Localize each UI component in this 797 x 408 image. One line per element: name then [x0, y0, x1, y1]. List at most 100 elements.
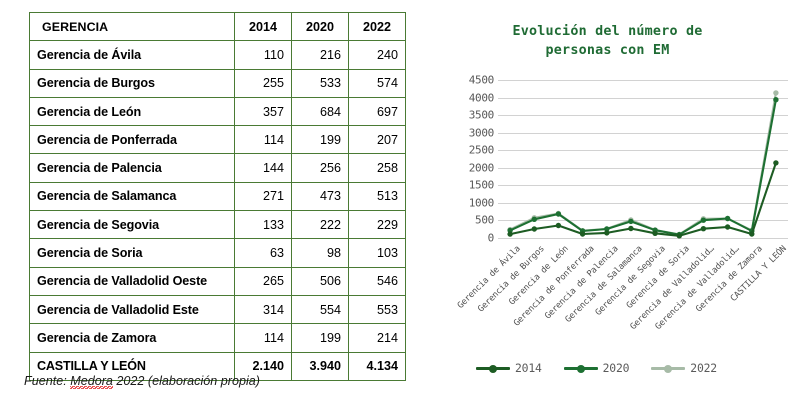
grid-line: [498, 238, 788, 239]
y-tick-label: 2000: [468, 161, 495, 175]
total-2020: 3.940: [291, 351, 349, 381]
y-tick-label: 0: [487, 231, 495, 245]
cell-2022: 546: [348, 266, 406, 296]
data-point-2020: [531, 216, 537, 222]
source-prefix: Fuente:: [24, 374, 71, 388]
cell-2014: 114: [234, 125, 292, 155]
table-row: Gerencia de Ponferrada 114 199 207: [29, 125, 406, 155]
data-point-2020: [555, 211, 562, 217]
cell-2014: 144: [234, 153, 292, 183]
cell-2020: 684: [291, 96, 349, 127]
column-header-2014: 2014: [234, 11, 292, 42]
chart-title: Evolución del número de personas con EM: [418, 22, 797, 60]
cell-2020: 554: [291, 294, 349, 325]
plot-area: [498, 80, 788, 239]
x-axis-tick-labels: Gerencia de Ávila Gerencia de Burgos Geren…: [456, 240, 797, 350]
table-total-row: CASTILLA Y LEÓN 2.140 3.940 4.134: [29, 351, 406, 381]
cell-2022: 207: [348, 125, 406, 155]
cell-2020: 533: [291, 68, 349, 98]
gerencia-table-container: GERENCIA 2014 2020 2022 Gerencia de Ávil…: [29, 11, 406, 381]
cell-2014: 265: [234, 266, 292, 296]
y-tick-label: 4500: [468, 73, 495, 87]
cell-2020: 98: [291, 238, 349, 268]
table-row: Gerencia de Valladolid Este 314 554 553: [29, 294, 406, 325]
legend-label: 2022: [690, 361, 717, 375]
legend-item-2014[interactable]: 2014: [476, 361, 542, 375]
row-label: Gerencia de Segovia: [29, 210, 235, 240]
y-axis-tick-labels: 4500 4000 3500 3000 2500 2000 1500 1000 500 0: [418, 74, 495, 245]
cell-2014: 110: [234, 40, 292, 70]
chart-title-line-1: Evolución del número de: [512, 24, 703, 39]
gerencia-table: GERENCIA 2014 2020 2022 Gerencia de Ávil…: [29, 11, 406, 381]
cell-2022: 697: [348, 96, 406, 127]
row-label: Gerencia de Soria: [29, 238, 235, 268]
table-row: Gerencia de Ávila 110 216 240: [29, 40, 406, 70]
cell-2022: 258: [348, 153, 406, 183]
cell-2014: 357: [234, 96, 292, 127]
legend-item-2022[interactable]: 2022: [651, 361, 717, 375]
cell-2020: 256: [291, 153, 349, 183]
y-tick-label: 1000: [468, 196, 495, 210]
grid-line: [498, 168, 788, 169]
cell-2022: 240: [348, 40, 406, 70]
table-row: Gerencia de León 357 684 697: [29, 96, 406, 127]
data-point-2014: [628, 225, 634, 232]
data-point-2020: [628, 218, 634, 225]
legend-label: 2020: [602, 361, 630, 375]
row-label: Gerencia de Palencia: [29, 153, 235, 183]
cell-2014: 133: [234, 210, 292, 240]
y-tick-label: 2500: [468, 143, 495, 157]
legend-swatch-icon: [563, 363, 598, 373]
legend-item-2020[interactable]: 2020: [563, 361, 630, 375]
table-header-row: GERENCIA 2014 2020 2022: [29, 11, 406, 42]
table-row: Gerencia de Salamanca 271 473 513: [29, 181, 406, 212]
chart-title-line-2: personas con EM: [545, 43, 670, 58]
data-point-2014: [579, 231, 586, 237]
row-label: Gerencia de Ponferrada: [29, 125, 235, 155]
grid-line: [498, 185, 788, 186]
data-point-2020: [604, 226, 610, 232]
row-label: Gerencia de León: [29, 96, 235, 127]
chart-legend: 2014 2020 2022: [476, 356, 776, 380]
column-header-gerencia: GERENCIA: [29, 11, 235, 42]
row-label: Gerencia de Valladolid Oeste: [29, 266, 235, 296]
cell-2014: 114: [234, 323, 292, 353]
cell-2022: 103: [348, 238, 406, 268]
table-row: Gerencia de Soria 63 98 103: [29, 238, 406, 268]
row-label: Gerencia de Ávila: [29, 40, 235, 70]
source-suffix: 2022 (elaboración propia): [112, 374, 260, 388]
plot-outer: 4500 4000 3500 3000 2500 2000 1500 1000 500 0 Ger…: [418, 74, 797, 332]
data-point-2014: [652, 230, 658, 236]
cell-2022: 214: [348, 323, 406, 353]
table-row: Gerencia de Valladolid Oeste 265 506 546: [29, 266, 406, 296]
legend-swatch-icon: [651, 363, 686, 373]
y-tick-label: 3500: [468, 108, 495, 122]
legend-swatch-icon: [476, 363, 510, 373]
data-point-2020: [724, 215, 731, 222]
grid-line: [498, 220, 788, 221]
table-body: Gerencia de Ávila 110 216 240 Gerencia d…: [29, 40, 406, 381]
cell-2022: 229: [348, 210, 406, 240]
data-point-2014: [749, 231, 755, 237]
data-point-2020: [773, 97, 779, 103]
data-point-2014: [773, 160, 779, 166]
table-row: Gerencia de Palencia 144 256 258: [29, 153, 406, 183]
data-point-2020: [700, 217, 707, 223]
data-point-2014: [700, 226, 707, 232]
grid-line: [498, 80, 788, 81]
grid-line: [498, 150, 788, 151]
chart-svg: [507, 90, 779, 239]
cell-2020: 199: [291, 323, 349, 353]
data-point-2020: [507, 227, 513, 234]
row-label: Gerencia de Zamora: [29, 323, 235, 353]
data-point-2014: [555, 222, 562, 229]
row-label: Gerencia de Salamanca: [29, 181, 235, 212]
data-point-2014: [531, 226, 537, 232]
y-tick-label: 500: [475, 213, 494, 227]
chart-container: Evolución del número de personas con EM …: [418, 8, 797, 408]
cell-2014: 271: [234, 181, 292, 212]
data-point-2022: [773, 90, 779, 96]
total-2022: 4.134: [348, 351, 406, 381]
grid-line: [498, 115, 788, 116]
